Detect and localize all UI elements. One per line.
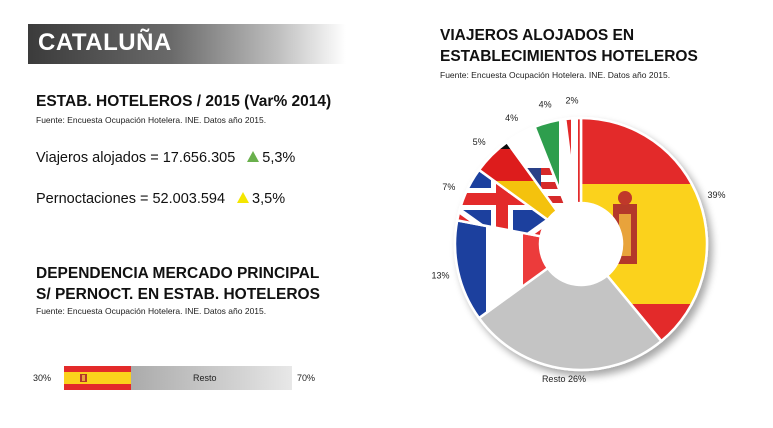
- slice-label: 13%: [431, 270, 449, 280]
- donut-chart: 39% Resto 26% 13% 7% 5% 4% 4% 2%: [431, 95, 725, 384]
- kpi-travelers-change: 5,3%: [262, 150, 296, 166]
- hotels-section-source: Fuente: Encuesta Ocupación Hotelera. INE…: [36, 115, 267, 125]
- chart-title-line-2: ESTABLECIMIENTOS HOTELEROS: [440, 48, 698, 65]
- dependency-title-line-1: DEPENDENCIA MERCADO PRINCIPAL: [36, 265, 320, 282]
- region-title: CATALUÑA: [38, 29, 172, 56]
- dependency-section-source: Fuente: Encuesta Ocupación Hotelera. INE…: [36, 306, 267, 316]
- slice-label: 4%: [539, 100, 552, 110]
- region-banner: CATALUÑA: [28, 24, 346, 64]
- chart-source: Fuente: Encuesta Ocupación Hotelera. INE…: [440, 70, 671, 80]
- bar-rest-label: Resto: [193, 373, 217, 383]
- slice-label: Resto 26%: [542, 374, 586, 384]
- slice-label: 5%: [473, 137, 486, 147]
- donut-hole: [540, 203, 622, 285]
- bar-spain-pct: 30%: [33, 373, 52, 383]
- slice-label: 2%: [565, 95, 578, 105]
- kpi-overnights-label: Pernoctaciones = 52.003.594: [36, 191, 226, 207]
- chart-title-line-1: VIAJEROS ALOJADOS EN: [440, 27, 635, 44]
- slice-label: 4%: [505, 113, 518, 123]
- dependency-bar: [64, 366, 292, 390]
- dependency-title-line-2: S/ PERNOCT. EN ESTAB. HOTELEROS: [36, 286, 320, 303]
- hotels-section-title: ESTAB. HOTELEROS / 2015 (Var% 2014): [36, 93, 332, 110]
- kpi-travelers: Viajeros alojados = 17.656.305 5,3%: [36, 150, 295, 166]
- kpi-travelers-label: Viajeros alojados = 17.656.305: [36, 150, 236, 166]
- up-triangle-icon: [237, 192, 250, 203]
- slice-label: 7%: [442, 182, 455, 192]
- bar-rest-segment: [131, 366, 292, 390]
- spain-flag-icon: [64, 366, 131, 390]
- bar-rest-pct: 70%: [297, 373, 316, 383]
- kpi-overnights-change: 3,5%: [252, 191, 286, 207]
- up-triangle-icon: [247, 151, 260, 162]
- kpi-overnights: Pernoctaciones = 52.003.594 3,5%: [36, 191, 285, 207]
- chart-title: VIAJEROS ALOJADOS EN ESTABLECIMIENTOS HO…: [440, 25, 698, 67]
- slice-label: 39%: [707, 190, 725, 200]
- dependency-section-title: DEPENDENCIA MERCADO PRINCIPAL S/ PERNOCT…: [36, 263, 320, 305]
